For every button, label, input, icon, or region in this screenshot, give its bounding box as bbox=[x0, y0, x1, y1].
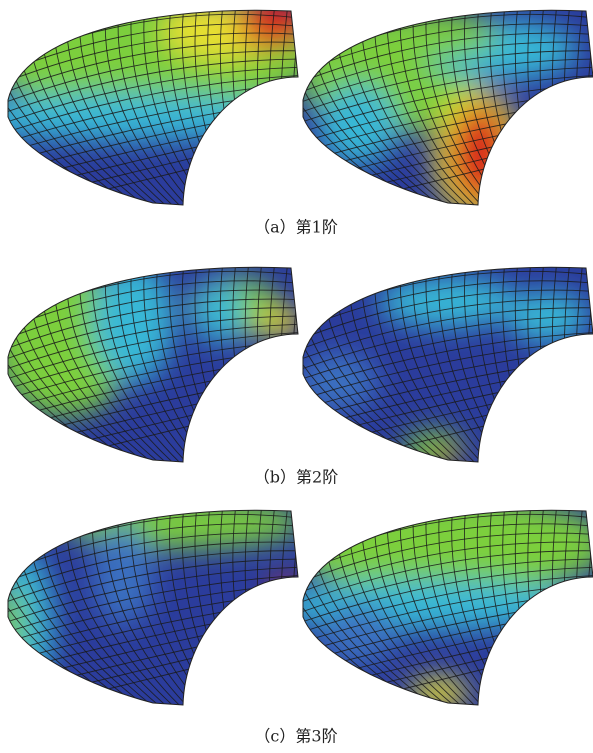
caption: （b）第2阶 bbox=[254, 468, 338, 487]
mode-shape bbox=[271, 252, 593, 477]
contour bbox=[268, 495, 593, 720]
contour-blob bbox=[271, 580, 299, 600]
contour bbox=[271, 252, 593, 477]
panels bbox=[0, 0, 593, 720]
contour bbox=[0, 252, 308, 477]
contour bbox=[0, 495, 308, 720]
mode-shape bbox=[268, 495, 593, 720]
mode-shape bbox=[0, 0, 323, 220]
contour bbox=[271, 0, 593, 220]
contour bbox=[0, 0, 323, 220]
caption: （a）第1阶 bbox=[254, 218, 338, 237]
contour-blob bbox=[434, 450, 458, 466]
contour-blob bbox=[403, 432, 463, 468]
mode-shape bbox=[0, 252, 308, 477]
mode-shape bbox=[271, 0, 593, 220]
figure: （a）第1阶 （b）第2阶 （c）第3阶 bbox=[0, 0, 593, 753]
mode-shape bbox=[0, 495, 308, 720]
contour-blob bbox=[0, 93, 293, 141]
caption: （c）第3阶 bbox=[254, 727, 337, 746]
